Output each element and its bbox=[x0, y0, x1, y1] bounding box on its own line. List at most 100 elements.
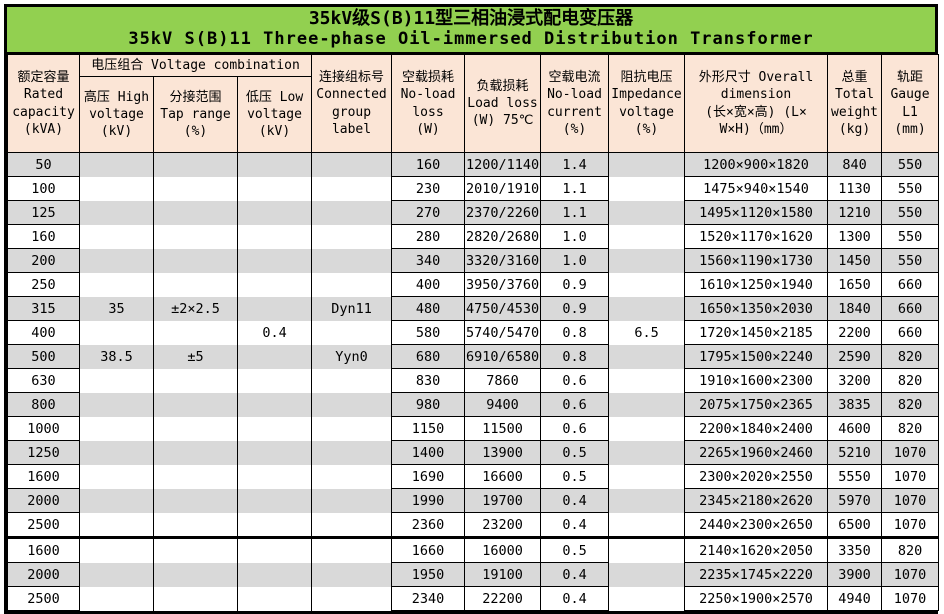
cell-connection-group bbox=[311, 488, 393, 513]
transformer-spec-sheet: 35kV级S(B)11型三相油浸式配电变压器 35kV S(B)11 Three… bbox=[4, 4, 940, 614]
cell-no-load-current: 1.1 bbox=[540, 176, 610, 201]
table-row: 2000 1990 19700 0.4 2345×2180×2620 5970 1070 bbox=[7, 488, 940, 513]
cell-load-loss: 3950/3760 bbox=[464, 272, 542, 297]
cell-connection-group: Dyn11 bbox=[311, 296, 393, 321]
cell-connection-group bbox=[311, 224, 393, 249]
cell-tap-range bbox=[153, 562, 238, 587]
cell-low-voltage bbox=[236, 488, 313, 513]
cell-connection-group bbox=[311, 248, 393, 273]
table-row: 400 0.4 580 5740/5470 0.8 6.5 1720×1450×2185 22… bbox=[7, 320, 940, 345]
cell-total-weight: 840 bbox=[827, 152, 883, 177]
cell-load-loss: 5740/5470 bbox=[464, 320, 542, 345]
cell-capacity: 250 bbox=[7, 272, 80, 297]
spec-table-header: 额定容量 Rated capacity (kVA) 电压组合 Voltage c… bbox=[7, 54, 940, 153]
cell-impedance-voltage bbox=[608, 152, 686, 177]
cell-load-loss: 2820/2680 bbox=[464, 224, 542, 249]
cell-no-load-loss: 1400 bbox=[391, 440, 466, 465]
cell-overall-dimension: 1795×1500×2240 bbox=[684, 344, 829, 369]
cell-capacity: 800 bbox=[7, 392, 80, 417]
cell-impedance-voltage bbox=[608, 224, 686, 249]
cell-capacity: 100 bbox=[7, 176, 80, 201]
cell-capacity: 400 bbox=[7, 320, 80, 345]
cell-impedance-voltage bbox=[608, 562, 686, 587]
header-low-voltage: 低压 Low voltage (kV) bbox=[236, 76, 313, 153]
table-row: 200 340 3320/3160 1.0 1560×1190×1730 1450 550 bbox=[7, 248, 940, 273]
cell-load-loss: 2370/2260 bbox=[464, 200, 542, 225]
cell-high-voltage bbox=[79, 272, 154, 297]
cell-no-load-current: 1.1 bbox=[540, 200, 610, 225]
cell-load-loss: 19700 bbox=[464, 488, 542, 513]
table-row: 1600 1660 16000 0.5 2140×1620×2050 3350 820 bbox=[7, 536, 940, 563]
cell-low-voltage bbox=[236, 296, 313, 321]
cell-no-load-loss: 160 bbox=[391, 152, 466, 177]
cell-load-loss: 4750/4530 bbox=[464, 296, 542, 321]
cell-total-weight: 5550 bbox=[827, 464, 883, 489]
cell-total-weight: 1840 bbox=[827, 296, 883, 321]
cell-overall-dimension: 1520×1170×1620 bbox=[684, 224, 829, 249]
cell-low-voltage bbox=[236, 416, 313, 441]
cell-gauge: 1070 bbox=[881, 512, 940, 538]
cell-no-load-current: 0.9 bbox=[540, 272, 610, 297]
cell-low-voltage bbox=[236, 464, 313, 489]
cell-tap-range bbox=[153, 440, 238, 465]
cell-no-load-current: 0.4 bbox=[540, 562, 610, 587]
table-row: 2500 2340 22200 0.4 2250×1900×2570 4940 1070 bbox=[7, 586, 940, 611]
cell-high-voltage bbox=[79, 224, 154, 249]
cell-load-loss: 22200 bbox=[464, 586, 542, 611]
cell-no-load-current: 0.8 bbox=[540, 344, 610, 369]
cell-high-voltage bbox=[79, 200, 154, 225]
cell-low-voltage bbox=[236, 512, 313, 538]
table-row: 500 38.5 ±5 Yyn0 680 6910/6580 0.8 1795×1500×22… bbox=[7, 344, 940, 369]
cell-capacity: 1000 bbox=[7, 416, 80, 441]
cell-overall-dimension: 1560×1190×1730 bbox=[684, 248, 829, 273]
cell-no-load-current: 1.4 bbox=[540, 152, 610, 177]
table-row: 800 980 9400 0.6 2075×1750×2365 3835 820 bbox=[7, 392, 940, 417]
cell-capacity: 2500 bbox=[7, 512, 80, 538]
cell-total-weight: 2200 bbox=[827, 320, 883, 345]
header-no-load-loss: 空载损耗 No-load loss (W) bbox=[391, 54, 466, 153]
cell-tap-range bbox=[153, 272, 238, 297]
table-row: 1250 1400 13900 0.5 2265×1960×2460 5210 1070 bbox=[7, 440, 940, 465]
header-voltage-combination: 电压组合 Voltage combination bbox=[78, 54, 313, 77]
cell-impedance-voltage bbox=[608, 368, 686, 393]
cell-total-weight: 5970 bbox=[827, 488, 883, 513]
cell-low-voltage bbox=[236, 224, 313, 249]
cell-connection-group bbox=[311, 368, 393, 393]
cell-tap-range bbox=[153, 586, 238, 611]
cell-total-weight: 1450 bbox=[827, 248, 883, 273]
cell-no-load-loss: 1690 bbox=[391, 464, 466, 489]
cell-capacity: 50 bbox=[7, 152, 80, 177]
cell-low-voltage bbox=[236, 272, 313, 297]
cell-no-load-loss: 1990 bbox=[391, 488, 466, 513]
cell-overall-dimension: 1475×940×1540 bbox=[684, 176, 829, 201]
cell-tap-range bbox=[153, 176, 238, 201]
cell-total-weight: 1300 bbox=[827, 224, 883, 249]
cell-high-voltage bbox=[79, 320, 154, 345]
cell-high-voltage: 38.5 bbox=[79, 344, 154, 369]
cell-total-weight: 1130 bbox=[827, 176, 883, 201]
cell-no-load-loss: 680 bbox=[391, 344, 466, 369]
cell-total-weight: 4940 bbox=[827, 586, 883, 611]
cell-high-voltage bbox=[79, 562, 154, 587]
cell-no-load-loss: 400 bbox=[391, 272, 466, 297]
cell-connection-group bbox=[311, 200, 393, 225]
cell-no-load-loss: 1150 bbox=[391, 416, 466, 441]
cell-no-load-loss: 580 bbox=[391, 320, 466, 345]
header-connection-group: 连接组标号 Connected group label bbox=[311, 54, 393, 153]
cell-impedance-voltage bbox=[608, 272, 686, 297]
table-row: 2000 1950 19100 0.4 2235×1745×2220 3900 1070 bbox=[7, 562, 940, 587]
cell-connection-group bbox=[311, 416, 393, 441]
cell-gauge: 550 bbox=[881, 248, 940, 273]
cell-overall-dimension: 2250×1900×2570 bbox=[684, 586, 829, 611]
cell-high-voltage bbox=[79, 440, 154, 465]
header-tap-range: 分接范围 Tap range (%) bbox=[153, 76, 238, 153]
cell-gauge: 550 bbox=[881, 152, 940, 177]
spec-table: 额定容量 Rated capacity (kVA) 电压组合 Voltage c… bbox=[7, 54, 940, 611]
cell-no-load-loss: 2340 bbox=[391, 586, 466, 611]
cell-gauge: 820 bbox=[881, 368, 940, 393]
cell-capacity: 1600 bbox=[7, 536, 80, 563]
cell-connection-group bbox=[311, 272, 393, 297]
cell-tap-range bbox=[153, 464, 238, 489]
cell-gauge: 1070 bbox=[881, 562, 940, 587]
table-row: 100 230 2010/1910 1.1 1475×940×1540 1130 550 bbox=[7, 176, 940, 201]
